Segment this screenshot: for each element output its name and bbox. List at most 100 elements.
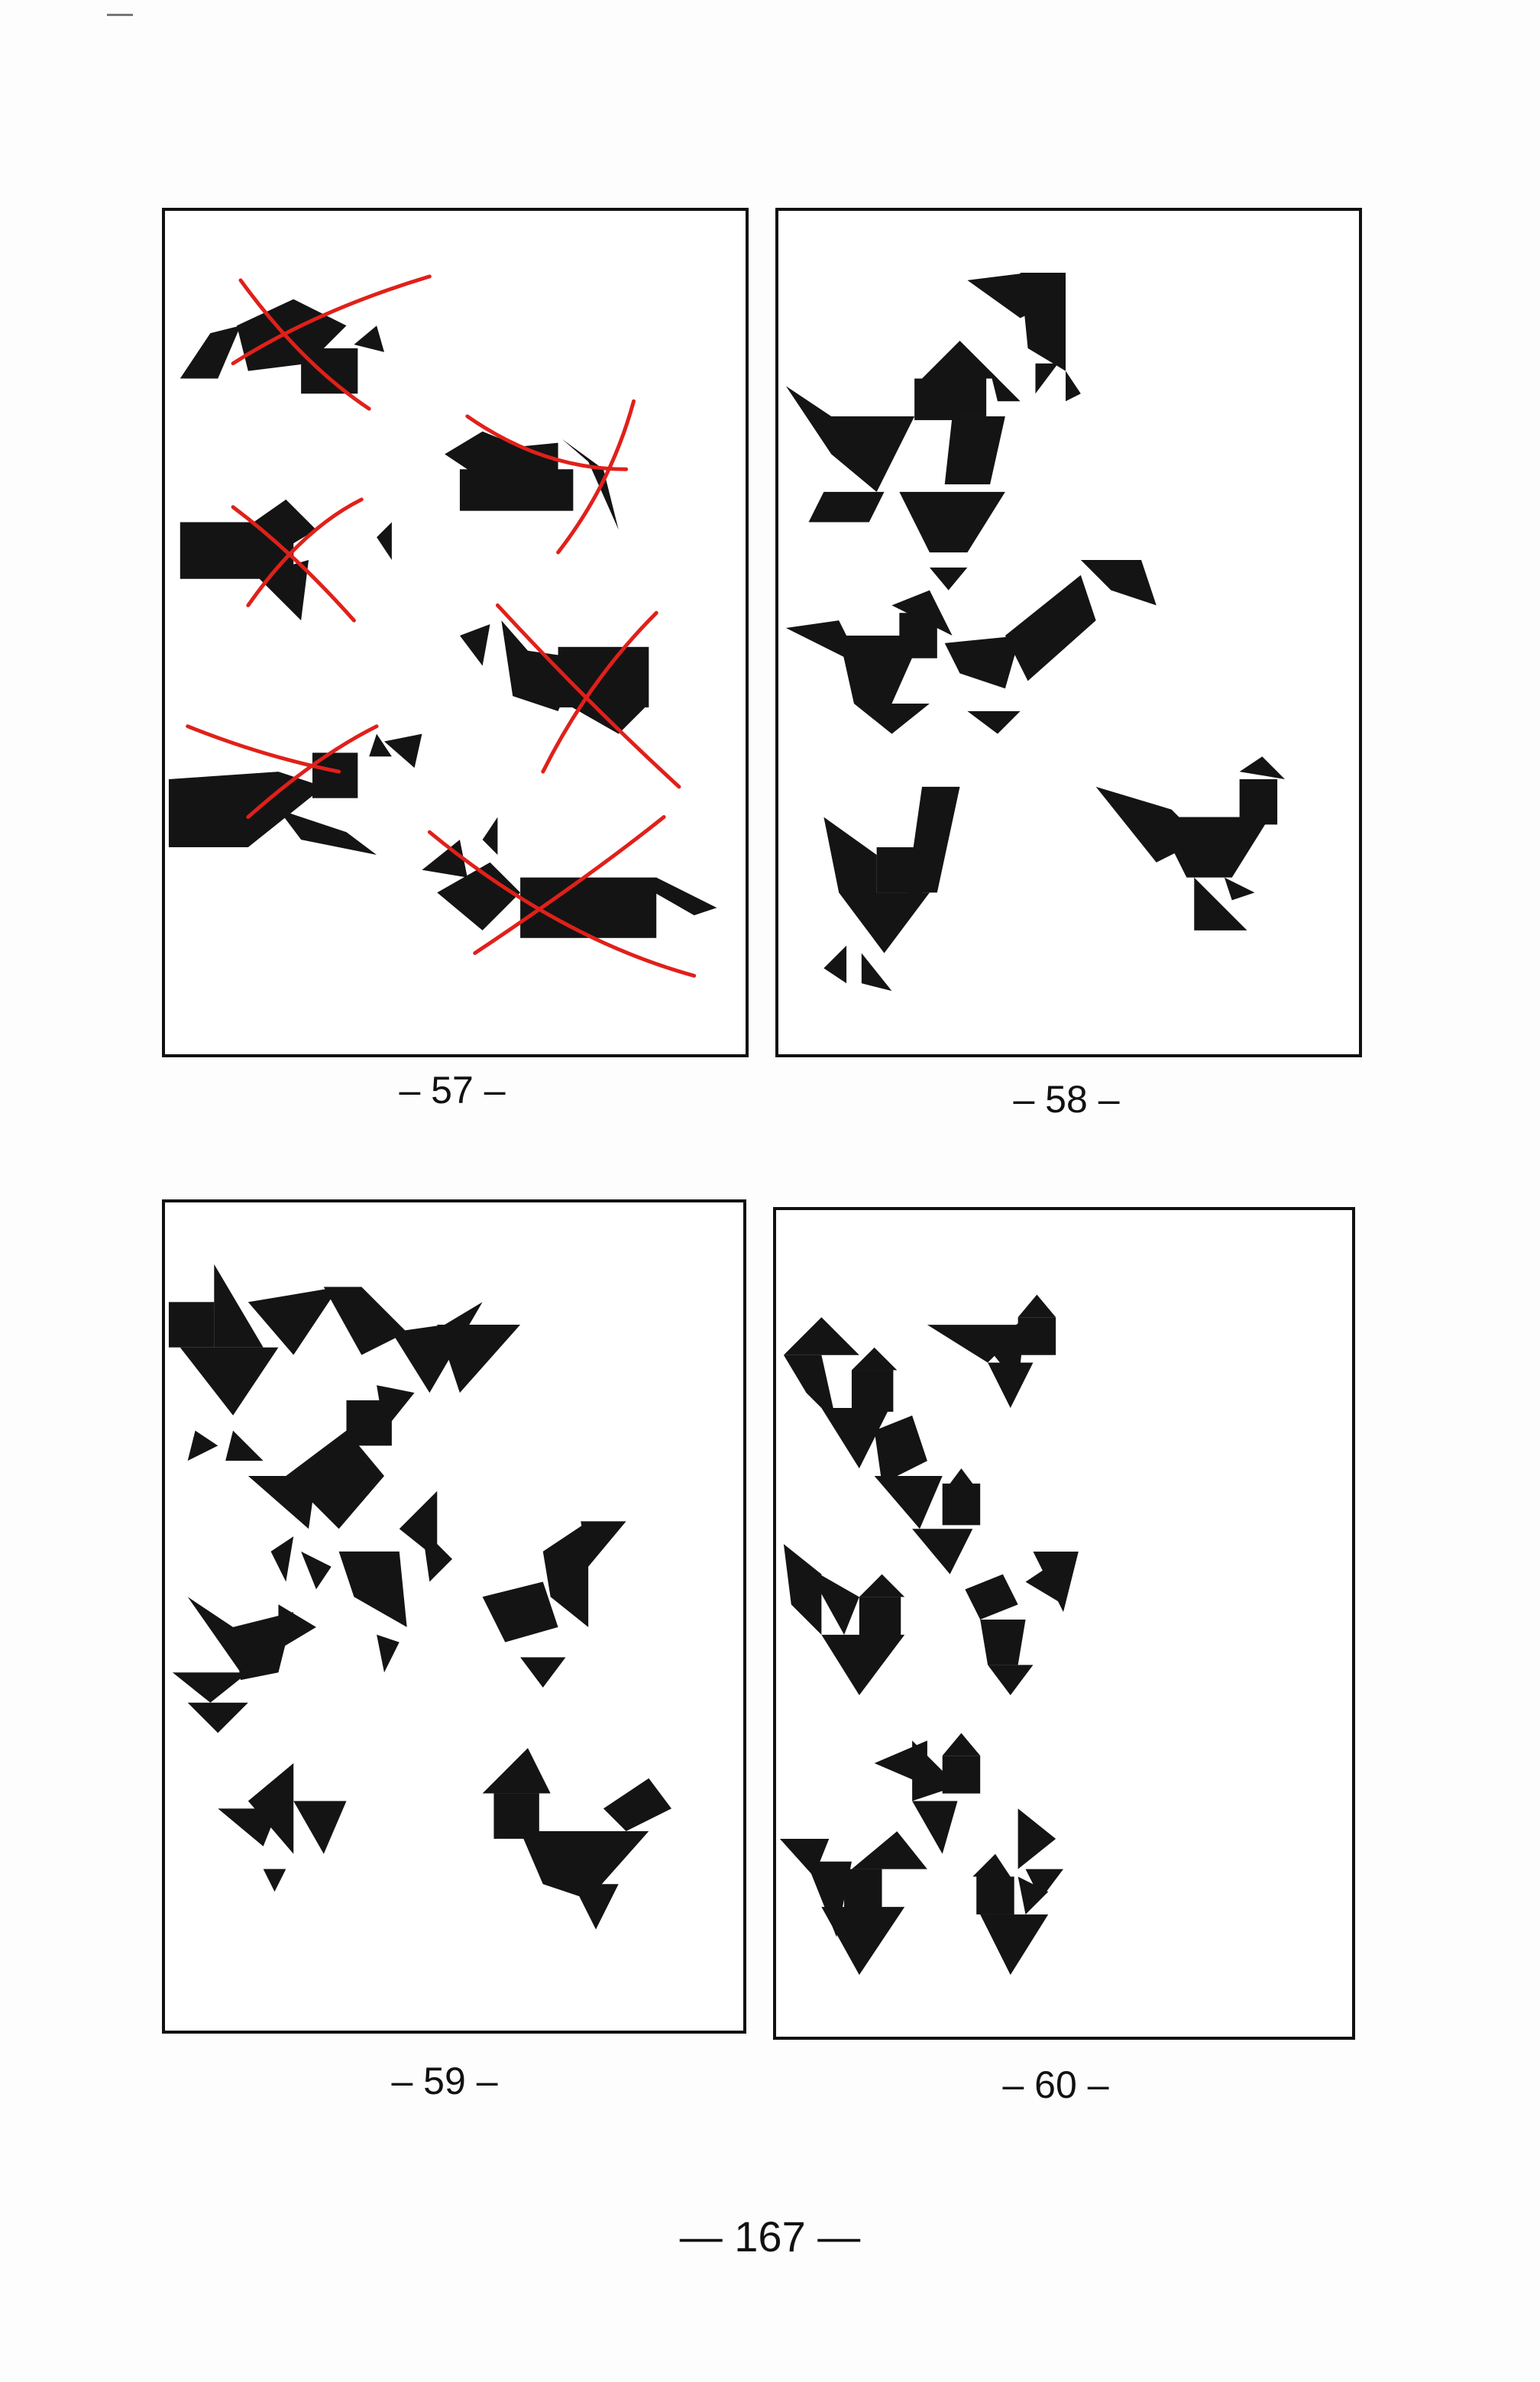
tangram-piece — [851, 1831, 927, 1869]
tangram-piece — [988, 1362, 1034, 1408]
tangram-piece — [270, 1536, 294, 1582]
tangram-piece — [1239, 756, 1286, 779]
tangram-piece — [944, 416, 1005, 485]
tangram-piece — [1020, 272, 1066, 371]
tangram-piece — [482, 1748, 551, 1794]
tangram-piece — [1017, 1876, 1049, 1914]
tangram-piece — [1066, 371, 1081, 402]
annotation-strike — [427, 830, 697, 978]
tangram-piece — [180, 325, 241, 379]
tangram-piece — [354, 325, 384, 352]
tangram-piece — [1156, 817, 1270, 878]
tangram-piece — [783, 1544, 822, 1635]
tangram-piece — [950, 1468, 973, 1484]
annotation-strike — [541, 610, 658, 774]
tangram-piece — [168, 772, 324, 848]
tangram-piece — [1017, 1294, 1056, 1318]
tangram-piece — [988, 1665, 1034, 1696]
annotation-strike — [473, 814, 666, 956]
tangram-piece — [980, 1914, 1049, 1976]
tangram-piece — [247, 1286, 339, 1355]
tangram-piece — [437, 1325, 521, 1393]
tangram-piece — [573, 1884, 619, 1930]
tangram-piece — [1017, 1808, 1056, 1869]
tangram-panel-60 — [773, 1207, 1355, 2040]
tangram-piece — [482, 817, 498, 855]
annotation-strike — [231, 274, 432, 366]
tangram-piece — [785, 620, 862, 666]
tangram-piece — [383, 733, 422, 769]
tangram-panel-58 — [775, 208, 1362, 1057]
tangram-panel-57 — [162, 208, 749, 1057]
tangram-piece — [377, 522, 392, 560]
panel-label-59: – 59 – — [391, 2060, 498, 2102]
tangram-piece — [581, 1521, 626, 1567]
tangram-piece — [965, 1574, 1018, 1620]
tangram-piece — [301, 1551, 332, 1590]
tangram-figures-59 — [168, 1264, 671, 1930]
tangram-piece — [1033, 1551, 1079, 1613]
tangram-figures-58 — [785, 272, 1286, 992]
tangram-panel-59 — [162, 1199, 746, 2034]
tangram-piece — [180, 1347, 279, 1416]
tangram-piece — [967, 710, 1021, 734]
tangram-piece — [482, 1581, 558, 1642]
tangram-piece — [851, 1347, 898, 1371]
tangram-piece — [823, 945, 847, 984]
tangram-piece — [346, 1400, 392, 1446]
tangram-piece — [603, 1778, 671, 1832]
tangram-piece — [187, 1702, 248, 1733]
tangram-piece — [942, 1733, 981, 1756]
tangram-piece — [520, 1657, 566, 1688]
tangram-piece — [806, 1566, 859, 1635]
tangram-figures-60 — [779, 1294, 1079, 1976]
tangram-piece — [980, 1620, 1026, 1665]
tangram-piece — [377, 1634, 400, 1673]
annotation-strike — [495, 603, 681, 789]
tangram-piece — [808, 491, 885, 523]
tangram-piece — [839, 892, 930, 953]
tangram-piece — [785, 386, 915, 492]
annotation-strike — [186, 724, 341, 774]
tangram-piece — [520, 1831, 649, 1900]
tangram-piece — [263, 1869, 286, 1892]
annotation-strike — [556, 399, 636, 555]
tangram-piece — [859, 1574, 905, 1597]
tangram-piece — [859, 1597, 901, 1639]
tangram-piece — [286, 1430, 384, 1529]
tangram-piece — [168, 1302, 215, 1348]
tangram-piece — [641, 877, 717, 916]
tangram-piece — [225, 1430, 264, 1461]
tangram-piece — [927, 1325, 1026, 1363]
annotation-strike — [238, 278, 371, 411]
tangram-piece — [1035, 363, 1059, 394]
tangram-piece — [1080, 560, 1157, 606]
tangram-piece — [1017, 1317, 1056, 1355]
tangram-piece — [459, 624, 490, 666]
tangram-piece — [1224, 877, 1255, 901]
tangram-piece — [844, 1869, 882, 1911]
page-number: — 167 — — [679, 2212, 861, 2261]
annotation-strike — [231, 505, 356, 623]
tangram-piece — [558, 646, 649, 707]
tangram-piece — [247, 499, 316, 553]
tangram-piece — [821, 1907, 905, 1976]
tangram-piece — [278, 1604, 316, 1650]
tangram-piece — [783, 1354, 837, 1423]
tangram-piece — [783, 1317, 859, 1355]
tangram-piece — [301, 348, 358, 394]
tangram-piece — [853, 704, 930, 734]
tangram-piece — [323, 1286, 407, 1355]
tangram-piece — [821, 1634, 905, 1696]
tangram-piece — [874, 1415, 927, 1484]
tangram-piece — [172, 1672, 248, 1703]
tangram-piece — [459, 469, 574, 511]
tangram-piece — [187, 1430, 218, 1461]
tangram-piece — [806, 1861, 852, 1937]
tangram-piece — [493, 1793, 539, 1839]
tangram-piece — [422, 840, 467, 878]
tangram-piece — [912, 1529, 973, 1575]
tangram-figures-57 — [168, 274, 717, 978]
tangram-piece — [422, 1529, 453, 1582]
tangram-piece — [912, 1801, 958, 1854]
